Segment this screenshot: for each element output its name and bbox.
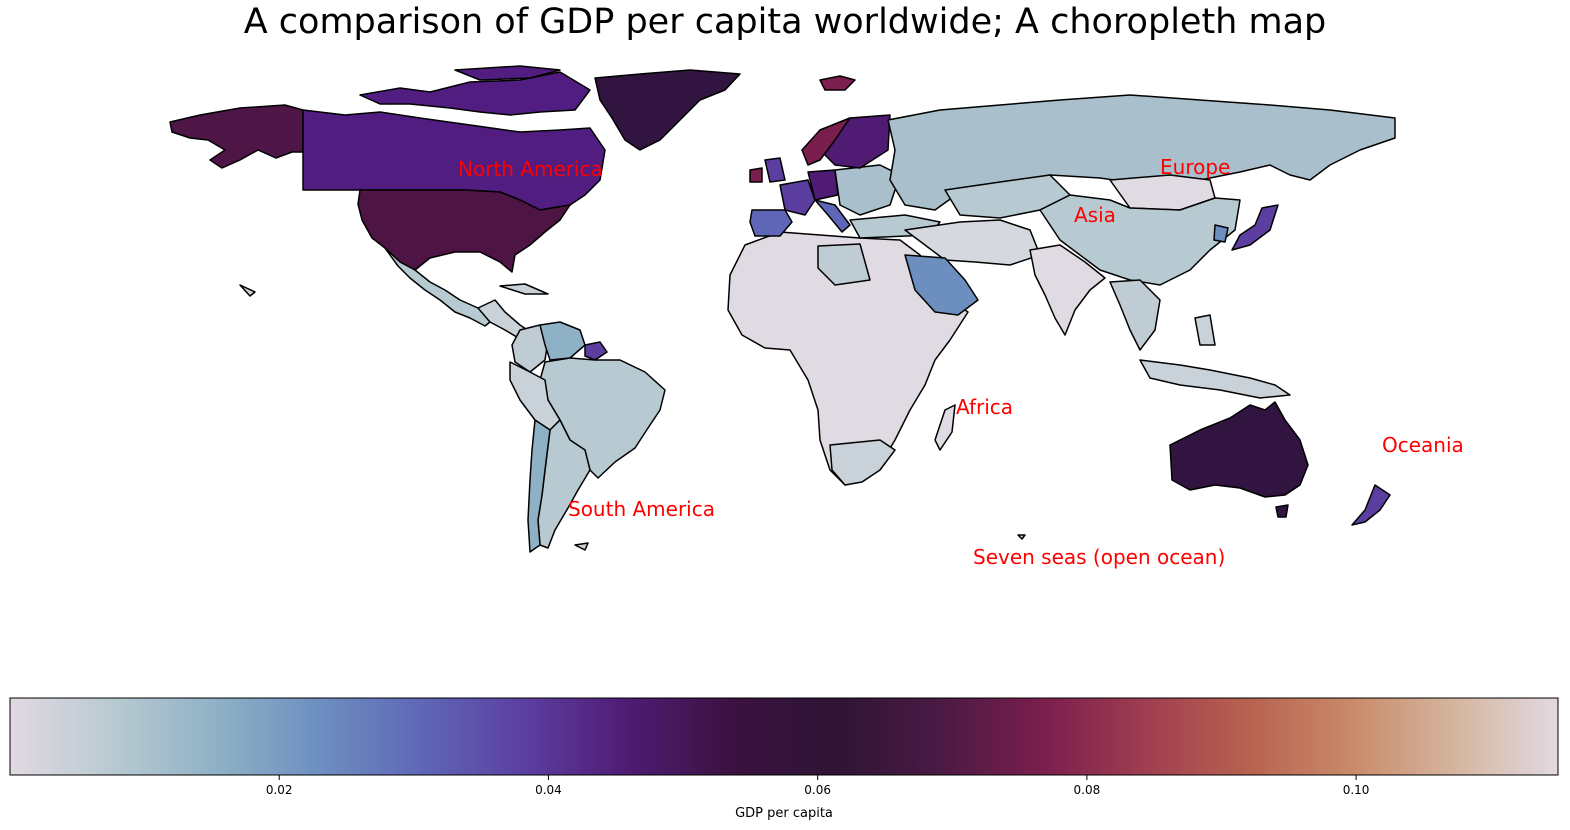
colorbar-tick-label: 0.02 — [266, 783, 293, 797]
island-falklands[interactable] — [574, 542, 589, 551]
label-seven-seas: Seven seas (open ocean) — [973, 545, 1225, 569]
label-south-america: South America — [568, 497, 715, 521]
colorbar-ticks: 0.02 0.04 0.06 0.08 0.10 — [266, 775, 1370, 797]
colorbar-tick-label: 0.10 — [1343, 783, 1370, 797]
country-alaska[interactable] — [169, 104, 304, 169]
island-kerguelen[interactable] — [1017, 534, 1026, 540]
country-greenland[interactable] — [594, 69, 741, 151]
colorbar-tick-label: 0.08 — [1074, 783, 1101, 797]
map-title: A comparison of GDP per capita worldwide… — [243, 2, 1327, 42]
country-guyana[interactable] — [584, 341, 608, 361]
country-korea[interactable] — [1213, 224, 1229, 243]
country-india[interactable] — [1029, 244, 1106, 336]
label-africa: Africa — [956, 395, 1013, 419]
country-south-africa[interactable] — [829, 439, 896, 486]
country-ireland[interactable] — [749, 167, 763, 183]
colorbar-label: GDP per capita — [735, 806, 833, 821]
colorbar-tick-label: 0.04 — [535, 783, 562, 797]
colorbar: 0.02 0.04 0.06 0.08 0.10 GDP per capita — [9, 697, 1559, 821]
label-oceania: Oceania — [1382, 433, 1464, 457]
land-layer — [169, 65, 1396, 553]
country-eastern-europe[interactable] — [834, 164, 901, 216]
country-norway[interactable] — [801, 117, 851, 166]
label-asia: Asia — [1074, 203, 1116, 227]
country-australia[interactable] — [1169, 401, 1309, 498]
country-canada-islands-2[interactable] — [454, 65, 561, 81]
country-tasmania[interactable] — [1275, 504, 1289, 518]
colorbar-tick-label: 0.06 — [804, 783, 831, 797]
country-venezuela[interactable] — [539, 321, 586, 361]
country-france[interactable] — [779, 179, 816, 216]
colorbar-gradient-rect — [9, 697, 1559, 776]
country-cuba[interactable] — [499, 283, 549, 295]
country-italy[interactable] — [814, 199, 851, 233]
country-canada-islands[interactable] — [359, 71, 591, 116]
country-indonesia[interactable] — [1139, 359, 1291, 399]
country-japan[interactable] — [1231, 204, 1279, 251]
country-chile[interactable] — [527, 419, 551, 553]
country-usa[interactable] — [357, 189, 571, 273]
country-iceland[interactable] — [819, 75, 856, 91]
country-madagascar[interactable] — [934, 404, 956, 451]
country-libya[interactable] — [817, 243, 871, 286]
island-hawaii[interactable] — [239, 284, 256, 297]
region-southeast-asia[interactable] — [1109, 279, 1161, 351]
region-labels: North America Europe Asia Africa South A… — [458, 155, 1464, 569]
label-europe: Europe — [1160, 155, 1230, 179]
country-uk[interactable] — [764, 157, 786, 183]
country-philippines[interactable] — [1194, 314, 1216, 346]
country-new-zealand[interactable] — [1351, 484, 1391, 526]
region-africa[interactable] — [727, 231, 969, 486]
label-north-america: North America — [458, 157, 603, 181]
country-saudi-arabia[interactable] — [904, 254, 979, 316]
